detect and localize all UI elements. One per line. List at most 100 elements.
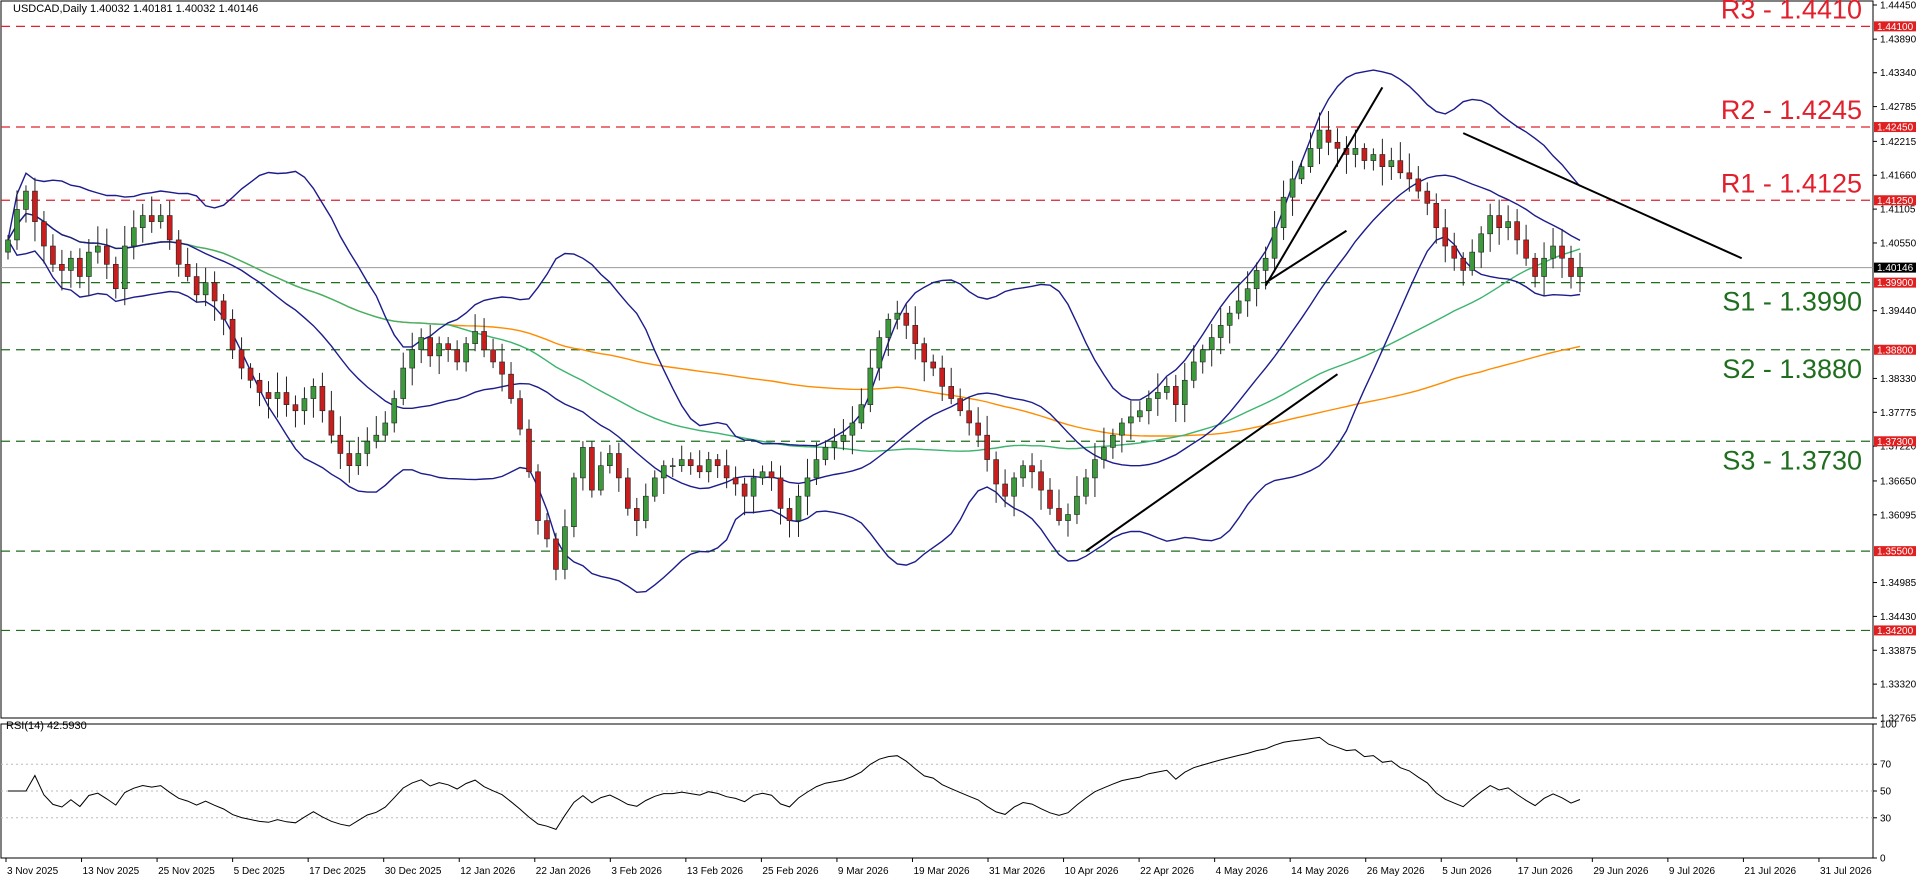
candle-body bbox=[544, 520, 550, 540]
candle-body bbox=[1020, 465, 1026, 479]
candle-body bbox=[175, 239, 182, 265]
y-tick-label: 1.36095 bbox=[1880, 510, 1916, 521]
candle-body bbox=[1065, 514, 1071, 521]
candle-body bbox=[382, 422, 389, 436]
candle-body bbox=[211, 282, 218, 302]
candle-body bbox=[1397, 160, 1404, 174]
candle-body bbox=[23, 190, 29, 210]
level-tag-box bbox=[1874, 277, 1916, 288]
candle-body bbox=[400, 367, 407, 399]
candle-body bbox=[562, 526, 568, 570]
level-tag: 1.41250 bbox=[1877, 196, 1914, 207]
candle-body bbox=[1235, 300, 1242, 314]
trendline-uptrend-long bbox=[1085, 373, 1339, 552]
candle-body bbox=[903, 312, 910, 326]
candle-body bbox=[732, 477, 739, 485]
level-tag: 1.42450 bbox=[1877, 123, 1914, 134]
bollinger-lower-line bbox=[7, 235, 1581, 594]
candle-body bbox=[1280, 196, 1287, 229]
x-tick-label: 3 Feb 2026 bbox=[611, 866, 662, 877]
candle-body bbox=[1487, 215, 1493, 235]
candle-body bbox=[984, 434, 990, 460]
x-tick-label: 4 May 2026 bbox=[1216, 866, 1269, 877]
candle-body bbox=[1163, 386, 1170, 393]
y-tick-label: 1.43340 bbox=[1880, 68, 1916, 79]
y-tick-label: 1.34430 bbox=[1880, 612, 1916, 623]
x-tick-label: 30 Dec 2025 bbox=[385, 866, 442, 877]
candle-body bbox=[840, 434, 847, 442]
candle-body bbox=[1253, 270, 1260, 290]
candle-body bbox=[867, 367, 874, 405]
x-tick-label: 10 Apr 2026 bbox=[1065, 866, 1119, 877]
level-tag: 1.44100 bbox=[1877, 22, 1914, 33]
candle-body bbox=[130, 227, 137, 247]
candle-body bbox=[1244, 288, 1251, 302]
candle-body bbox=[723, 465, 730, 479]
candle-body bbox=[678, 459, 685, 466]
rsi-line bbox=[8, 736, 1581, 831]
candle-body bbox=[1011, 477, 1017, 497]
trendline-uptrend-mid bbox=[1265, 229, 1347, 284]
candle-body bbox=[1541, 257, 1547, 277]
bollinger-middle-line bbox=[7, 174, 1581, 490]
candle-body bbox=[95, 245, 101, 253]
x-tick-label: 22 Jan 2026 bbox=[536, 866, 591, 877]
candle-body bbox=[1415, 178, 1422, 192]
candle-body bbox=[1074, 495, 1080, 515]
candle-body bbox=[1029, 465, 1035, 473]
x-tick-label: 17 Jun 2026 bbox=[1518, 866, 1573, 877]
candle-body bbox=[121, 245, 128, 290]
candle-body bbox=[813, 459, 820, 479]
candle-body bbox=[786, 508, 793, 521]
candle-body bbox=[247, 367, 254, 381]
x-tick-label: 19 Mar 2026 bbox=[913, 866, 970, 877]
level-tag-box bbox=[1874, 625, 1916, 636]
x-tick-label: 13 Feb 2026 bbox=[687, 866, 744, 877]
candle-body bbox=[1424, 190, 1431, 204]
x-tick-label: 3 Nov 2025 bbox=[7, 866, 59, 877]
candle-body bbox=[1271, 227, 1278, 259]
y-tick-label: 1.43890 bbox=[1880, 35, 1916, 46]
candle-body bbox=[256, 379, 263, 393]
candle-body bbox=[50, 245, 56, 265]
x-tick-label: 9 Mar 2026 bbox=[838, 866, 889, 877]
candle-body bbox=[1217, 325, 1224, 338]
candle-body bbox=[580, 447, 586, 479]
candle-body bbox=[1460, 257, 1467, 271]
candle-body bbox=[436, 343, 442, 357]
x-tick-label: 26 May 2026 bbox=[1367, 866, 1425, 877]
y-tick-label: 1.41105 bbox=[1880, 205, 1916, 216]
candle-body bbox=[553, 538, 559, 570]
candle-body bbox=[876, 337, 883, 369]
candle-body bbox=[1316, 129, 1323, 149]
candle-body bbox=[409, 349, 416, 369]
chart-header: USDCAD,Daily 1.40032 1.40181 1.40032 1.4… bbox=[13, 3, 258, 15]
candle-body bbox=[499, 361, 505, 375]
level-label-s3: S3 - 1.3730 bbox=[1722, 445, 1862, 475]
candle-body bbox=[364, 440, 371, 454]
candle-body bbox=[68, 257, 74, 271]
y-tick-label: 1.41660 bbox=[1880, 171, 1916, 182]
level-label-s2: S2 - 1.3880 bbox=[1722, 354, 1862, 384]
candle-body bbox=[741, 483, 748, 497]
ma-fast-line bbox=[7, 212, 1581, 453]
candle-body bbox=[714, 459, 721, 466]
candle-body bbox=[589, 447, 595, 491]
candle-body bbox=[41, 221, 47, 247]
x-tick-label: 21 Jul 2026 bbox=[1744, 866, 1796, 877]
x-tick-label: 31 Mar 2026 bbox=[989, 866, 1046, 877]
candle-body bbox=[696, 465, 703, 473]
candle-body bbox=[1128, 416, 1134, 424]
candle-body bbox=[346, 453, 353, 466]
level-tag-box bbox=[1874, 546, 1916, 557]
candle-body bbox=[1523, 239, 1529, 259]
candle-body bbox=[1226, 312, 1233, 326]
candle-body bbox=[660, 465, 667, 479]
candle-body bbox=[328, 410, 335, 436]
level-tag-box bbox=[1874, 122, 1916, 133]
candle-body bbox=[687, 459, 694, 466]
candle-body bbox=[759, 471, 766, 479]
rsi-y-tick-label: 50 bbox=[1880, 787, 1892, 798]
candle-body bbox=[77, 257, 83, 277]
candle-body bbox=[229, 318, 236, 351]
